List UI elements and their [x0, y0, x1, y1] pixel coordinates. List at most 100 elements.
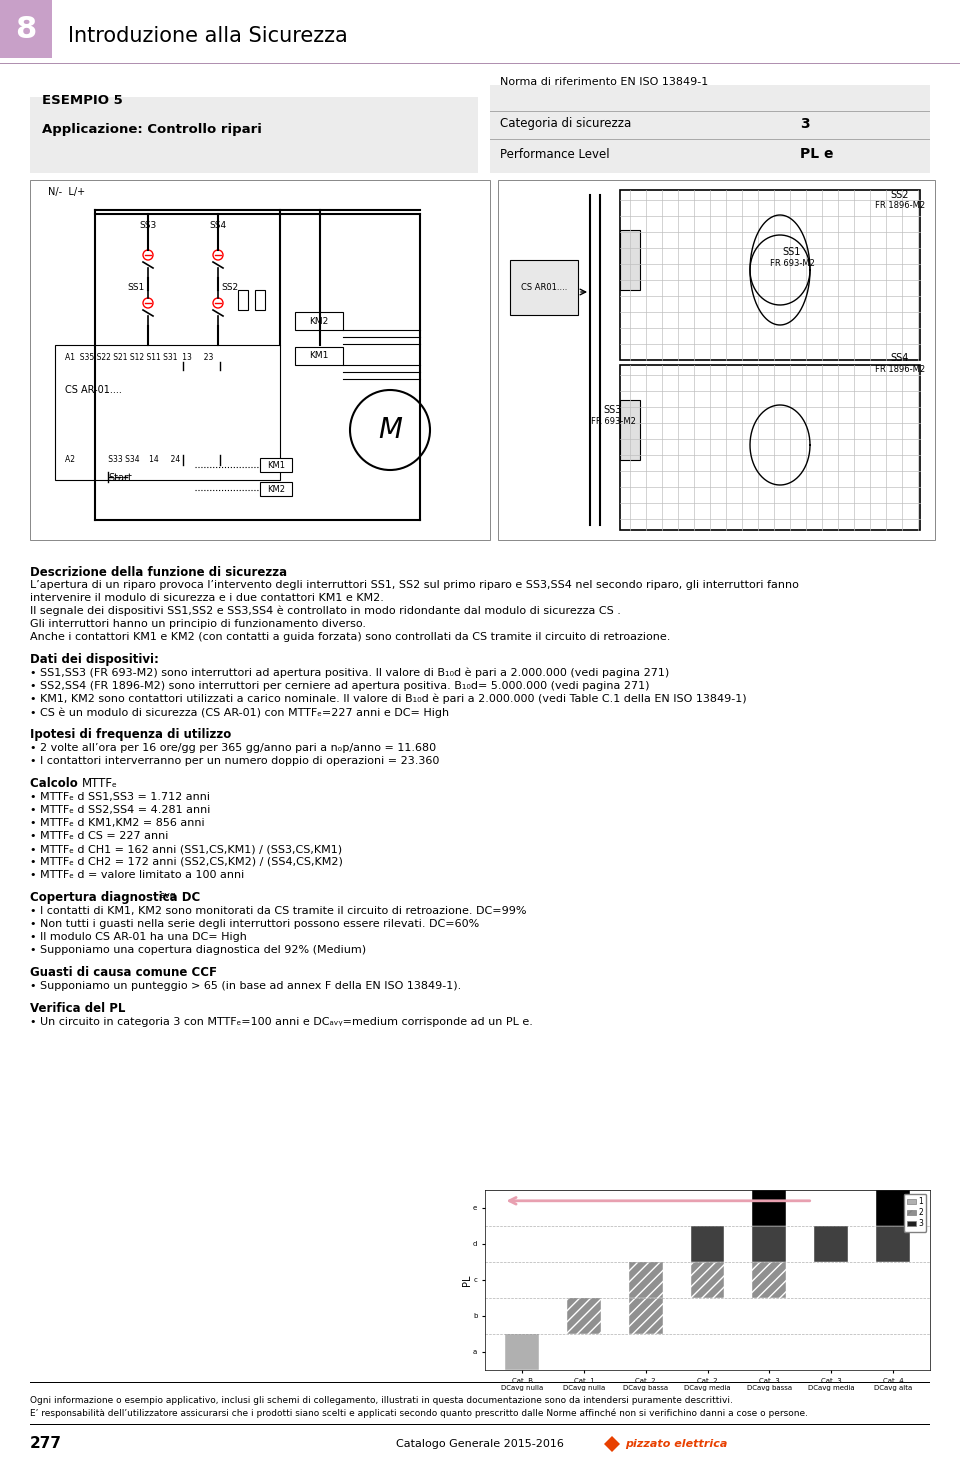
Bar — [567, 1298, 601, 1335]
Text: Il segnale dei dispositivi SS1,SS2 e SS3,SS4 è controllato in modo ridondante da: Il segnale dei dispositivi SS1,SS2 e SS3… — [30, 606, 621, 616]
Text: KM2: KM2 — [267, 485, 285, 494]
Text: 277: 277 — [30, 1437, 62, 1451]
Circle shape — [350, 390, 430, 471]
Bar — [620, 401, 640, 460]
Text: E’ responsabilità dell’utilizzatore assicurarsi che i prodotti siano scelti e ap: E’ responsabilità dell’utilizzatore assi… — [30, 1409, 808, 1419]
Bar — [620, 189, 920, 360]
Text: Introduzione alla Sicurezza: Introduzione alla Sicurezza — [68, 26, 348, 47]
Text: SS1: SS1 — [782, 248, 802, 256]
Text: Verifica del PL: Verifica del PL — [30, 1002, 126, 1016]
Text: N/-  L/+: N/- L/+ — [48, 186, 85, 197]
Text: Gli interruttori hanno un principio di funzionamento diverso.: Gli interruttori hanno un principio di f… — [30, 619, 366, 629]
Text: Calcolo: Calcolo — [30, 777, 82, 790]
Y-axis label: PL: PL — [462, 1275, 471, 1285]
Bar — [753, 1262, 786, 1298]
Text: • Il modulo CS AR-01 ha una DC= High: • Il modulo CS AR-01 ha una DC= High — [30, 932, 247, 943]
Text: • MTTFₑ d SS2,SS4 = 4.281 anni: • MTTFₑ d SS2,SS4 = 4.281 anni — [30, 806, 210, 814]
Bar — [30, 181, 490, 541]
Text: SS2: SS2 — [891, 189, 909, 200]
Text: Anche i contattori KM1 e KM2 (con contatti a guida forzata) sono controllati da : Anche i contattori KM1 e KM2 (con contat… — [30, 632, 670, 643]
Text: Norma di riferimento EN ISO 13849-1: Norma di riferimento EN ISO 13849-1 — [500, 77, 708, 87]
Text: A1  S35 S22 S21 S12 S11 S31  13     23: A1 S35 S22 S21 S12 S11 S31 13 23 — [65, 353, 213, 361]
Text: KM2: KM2 — [309, 316, 328, 325]
Bar — [690, 1225, 725, 1262]
Text: PL e: PL e — [800, 147, 833, 162]
Text: L’apertura di un riparo provoca l’intervento degli interruttori SS1, SS2 sul pri: L’apertura di un riparo provoca l’interv… — [30, 580, 799, 590]
Text: Categoria di sicurezza: Categoria di sicurezza — [500, 118, 632, 131]
Bar — [876, 1225, 910, 1262]
Text: Descrizione della funzione di sicurezza: Descrizione della funzione di sicurezza — [30, 565, 287, 578]
Bar — [295, 312, 343, 329]
Circle shape — [213, 251, 223, 259]
Text: • 2 volte all’ora per 16 ore/gg per 365 gg/anno pari a nₒp/anno = 11.680: • 2 volte all’ora per 16 ore/gg per 365 … — [30, 743, 436, 753]
Bar — [753, 1190, 786, 1225]
Bar — [690, 1262, 725, 1298]
Text: MTTFₑ: MTTFₑ — [82, 777, 118, 790]
Bar — [620, 366, 920, 530]
Bar — [629, 1262, 662, 1298]
Text: • MTTFₑ d CH2 = 172 anni (SS2,CS,KM2) / (SS4,CS,KM2): • MTTFₑ d CH2 = 172 anni (SS2,CS,KM2) / … — [30, 857, 343, 867]
Text: pizzato elettrica: pizzato elettrica — [625, 1440, 728, 1450]
Circle shape — [213, 299, 223, 307]
Text: • CS è un modulo di sicurezza (CS AR-01) con MTTFₑ=227 anni e DC= High: • CS è un modulo di sicurezza (CS AR-01)… — [30, 707, 449, 717]
Bar — [620, 230, 640, 290]
Text: Applicazione: Controllo ripari: Applicazione: Controllo ripari — [42, 124, 262, 137]
Bar — [490, 85, 930, 173]
Text: 3: 3 — [800, 117, 809, 131]
Text: • Un circuito in categoria 3 con MTTFₑ=100 anni e DCₐᵥᵧ=medium corrisponde ad un: • Un circuito in categoria 3 con MTTFₑ=1… — [30, 1017, 533, 1027]
Bar — [238, 290, 248, 310]
Text: • KM1, KM2 sono contattori utilizzati a carico nominale. Il valore di B₁₀d è par: • KM1, KM2 sono contattori utilizzati a … — [30, 694, 747, 705]
Text: intervenire il modulo di sicurezza e i due contattori KM1 e KM2.: intervenire il modulo di sicurezza e i d… — [30, 593, 384, 603]
Bar — [0, 0, 52, 58]
Polygon shape — [604, 1437, 620, 1453]
Bar — [753, 1225, 786, 1262]
Bar — [260, 457, 292, 472]
Text: SS4: SS4 — [891, 353, 909, 363]
Text: A2              S33 S34    14     24: A2 S33 S34 14 24 — [65, 456, 180, 465]
Text: Guasti di causa comune CCF: Guasti di causa comune CCF — [30, 966, 217, 979]
Text: SS1: SS1 — [128, 283, 145, 291]
Text: avg: avg — [160, 892, 177, 900]
Bar — [505, 1335, 540, 1370]
Text: • SS1,SS3 (FR 693-M2) sono interruttori ad apertura positiva. Il valore di B₁₀d : • SS1,SS3 (FR 693-M2) sono interruttori … — [30, 667, 669, 679]
Text: SS3: SS3 — [139, 221, 156, 230]
Text: • I contatti di KM1, KM2 sono monitorati da CS tramite il circuito di retroazion: • I contatti di KM1, KM2 sono monitorati… — [30, 906, 526, 916]
Text: • Non tutti i guasti nella serie degli interruttori possono essere rilevati. DC=: • Non tutti i guasti nella serie degli i… — [30, 919, 479, 930]
Bar — [510, 259, 578, 315]
Text: Start: Start — [108, 474, 132, 484]
Text: Ipotesi di frequenza di utilizzo: Ipotesi di frequenza di utilizzo — [30, 728, 231, 742]
Text: Copertura diagnostica DC: Copertura diagnostica DC — [30, 892, 204, 903]
Text: SS4: SS4 — [209, 221, 227, 230]
Bar — [55, 345, 280, 479]
Text: • MTTFₑ d CH1 = 162 anni (SS1,CS,KM1) / (SS3,CS,KM1): • MTTFₑ d CH1 = 162 anni (SS1,CS,KM1) / … — [30, 844, 342, 854]
Text: • MTTFₑ d CS = 227 anni: • MTTFₑ d CS = 227 anni — [30, 830, 168, 841]
Bar — [0, 63, 960, 64]
Text: • Supponiamo una copertura diagnostica del 92% (Medium): • Supponiamo una copertura diagnostica d… — [30, 946, 366, 954]
Circle shape — [143, 251, 153, 259]
Text: KM1: KM1 — [267, 460, 285, 469]
Text: FR 1896-M2: FR 1896-M2 — [875, 364, 925, 373]
Text: Dati dei dispositivi:: Dati dei dispositivi: — [30, 653, 158, 666]
Text: 8: 8 — [15, 15, 36, 44]
Bar — [814, 1225, 848, 1262]
Text: CS AR01....: CS AR01.... — [521, 283, 567, 291]
Text: • SS2,SS4 (FR 1896-M2) sono interruttori per cerniere ad apertura positiva. B₁₀d: • SS2,SS4 (FR 1896-M2) sono interruttori… — [30, 680, 650, 691]
Text: • Supponiamo un punteggio > 65 (in base ad annex F della EN ISO 13849-1).: • Supponiamo un punteggio > 65 (in base … — [30, 981, 461, 991]
Bar — [295, 347, 343, 366]
Text: • I contattori interverranno per un numero doppio di operazioni = 23.360: • I contattori interverranno per un nume… — [30, 756, 440, 766]
Text: • MTTFₑ d = valore limitato a 100 anni: • MTTFₑ d = valore limitato a 100 anni — [30, 870, 244, 880]
Text: FR 1896-M2: FR 1896-M2 — [875, 201, 925, 210]
Text: SS2: SS2 — [222, 283, 239, 291]
Bar — [30, 98, 478, 173]
Legend: 1, 2, 3: 1, 2, 3 — [903, 1193, 926, 1231]
Text: ESEMPIO 5: ESEMPIO 5 — [42, 95, 123, 108]
Text: FR 693-M2: FR 693-M2 — [590, 417, 636, 425]
Bar — [876, 1190, 910, 1225]
Text: Ogni informazione o esempio applicativo, inclusi gli schemi di collegamento, ill: Ogni informazione o esempio applicativo,… — [30, 1396, 732, 1405]
Bar — [260, 482, 292, 495]
Text: M: M — [378, 417, 402, 444]
Text: Performance Level: Performance Level — [500, 147, 610, 160]
Text: CS AR-01....: CS AR-01.... — [65, 385, 122, 395]
Text: SS3: SS3 — [604, 405, 622, 415]
Text: • MTTFₑ d SS1,SS3 = 1.712 anni: • MTTFₑ d SS1,SS3 = 1.712 anni — [30, 793, 210, 801]
